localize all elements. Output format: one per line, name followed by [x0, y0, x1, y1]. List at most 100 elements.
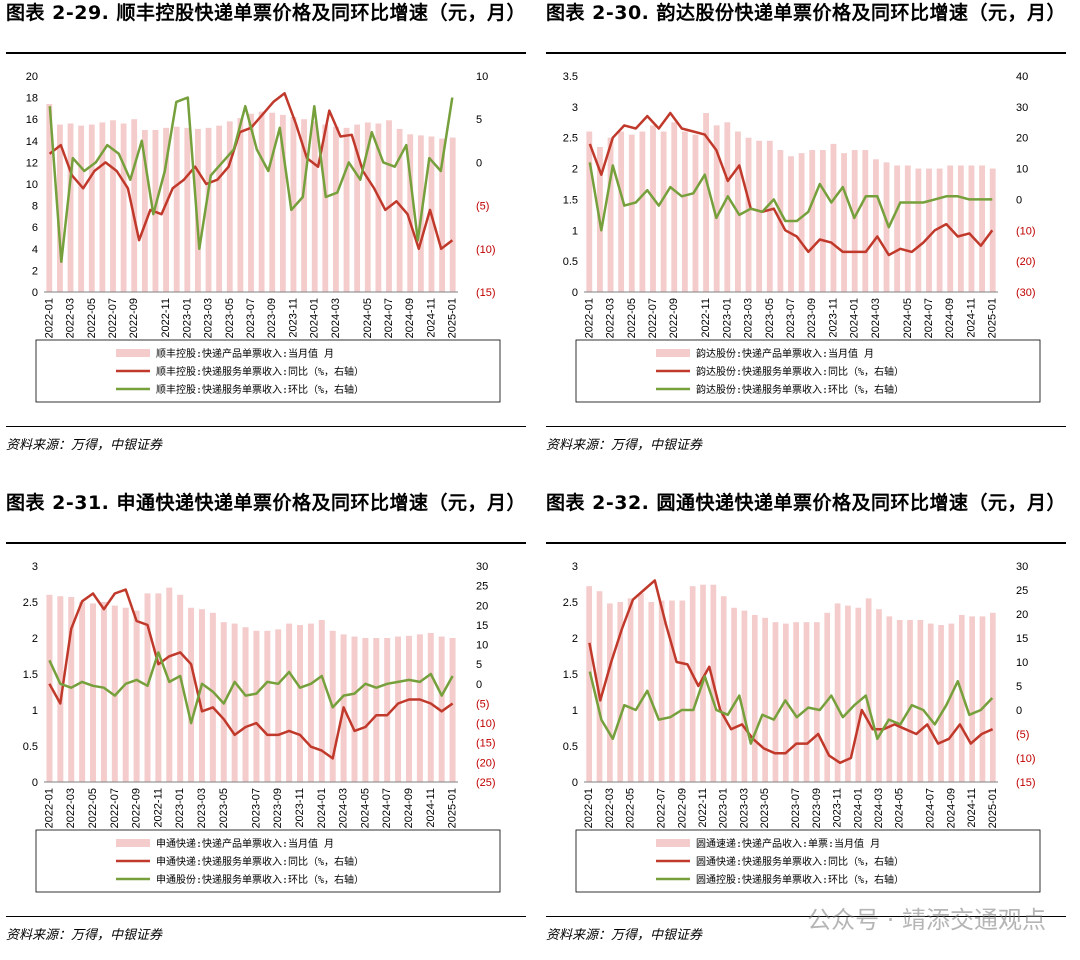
bar	[692, 134, 699, 292]
right-axis-tick-label: (5)	[1016, 729, 1029, 741]
bar	[979, 616, 986, 782]
left-axis-tick-label: 1.5	[563, 669, 578, 681]
source-note: 资料来源：万得，中银证券	[6, 438, 163, 453]
bar	[745, 137, 752, 292]
x-tick-label: 2023-07	[790, 788, 802, 828]
x-tick-label: 2024-07	[381, 788, 393, 828]
left-axis-tick-label: 10	[26, 179, 38, 191]
x-tick-label: 2023-07	[785, 298, 797, 338]
x-tick-label: 2023-11	[827, 298, 839, 338]
right-axis-tick-label: 30	[1016, 561, 1028, 573]
legend-swatch-bar	[116, 349, 150, 357]
right-axis-tick-label: (20)	[1016, 256, 1036, 268]
right-axis-tick-label: (10)	[476, 718, 496, 730]
bar	[407, 134, 414, 292]
bar	[57, 124, 63, 292]
x-tick-label: 2024-09	[944, 298, 956, 338]
bar	[449, 638, 456, 782]
chart-panel-yto: 图表 2-32. 圆通快递快递单票价格及同环比增速（元，月） 0 0.5 1 1.5 2…	[546, 490, 1078, 960]
bar	[307, 623, 314, 782]
x-tick-label: 2024-07	[923, 298, 935, 338]
x-tick-label: 2024-03	[870, 298, 882, 338]
bar	[894, 165, 901, 292]
bar	[679, 600, 686, 782]
title-rule	[546, 542, 1066, 544]
right-axis-tick-label: (15)	[476, 738, 496, 750]
bar	[720, 596, 727, 782]
legend-label: 圆通控股:快递服务单票收入:环比（%，右轴）	[696, 873, 904, 886]
right-axis-tick-label: 15	[1016, 633, 1028, 645]
left-axis-tick-label: 0	[572, 287, 578, 299]
mom-series-line	[48, 96, 454, 264]
bar	[100, 602, 107, 782]
right-axis-tick-label: 25	[476, 581, 488, 593]
left-axis-tick-label: 20	[26, 71, 38, 83]
left-axis-tick-label: 3	[32, 561, 38, 573]
left-axis-tick-label: 0	[572, 777, 578, 789]
x-tick-label: 2022-05	[626, 298, 638, 338]
left-axis-tick-label: 2	[32, 633, 38, 645]
x-tick-label: 2022-01	[43, 788, 55, 828]
bar	[99, 122, 106, 292]
bar	[144, 593, 151, 782]
x-tick-label: 2023-11	[832, 788, 844, 828]
x-tick-label: 2023-03	[738, 788, 750, 828]
x-tick-label: 2022-11	[697, 788, 709, 828]
bar	[876, 609, 882, 782]
x-tick-label: 2024-11	[425, 298, 437, 338]
bar	[638, 593, 644, 782]
bar	[373, 638, 380, 782]
x-tick-label: 2022-09	[668, 298, 680, 338]
right-axis-tick-label: 0	[476, 679, 482, 691]
right-axis-tick-label: 15	[476, 620, 488, 632]
x-tick-label: 2024-05	[359, 788, 371, 828]
x-tick-label: 2022-03	[604, 788, 616, 828]
left-axis-tick-label: 1.5	[563, 194, 578, 206]
right-axis-tick-label: 0	[1016, 194, 1022, 206]
right-axis-tick-label: (10)	[1016, 225, 1036, 237]
bar	[819, 150, 826, 292]
x-tick-label: 2024-01	[852, 788, 864, 828]
x-tick-label: 2023-11	[287, 298, 299, 338]
chart-svg-yunda: 0 0.5 1 1.5 2 2.5 3 3.5 (30) (20) (10) 0 10 20 30 40 202…	[563, 71, 1041, 403]
bar	[290, 117, 297, 292]
right-axis-tick-label: 10	[1016, 164, 1028, 176]
x-tick-label: 2022-05	[87, 788, 99, 828]
right-axis-tick-label: (10)	[1016, 753, 1036, 765]
x-tick-label: 2024-09	[945, 788, 957, 828]
x-tick-label: 2023-09	[811, 788, 823, 828]
yoy-series-line	[588, 111, 994, 257]
bar	[242, 627, 249, 782]
bar	[253, 630, 260, 782]
x-tick-label: 2023-07	[245, 298, 257, 338]
source-rule	[6, 426, 526, 427]
bar	[915, 168, 922, 292]
left-axis-tick-label: 12	[26, 157, 38, 169]
bar	[772, 622, 779, 782]
bar	[798, 153, 805, 292]
legend-box	[575, 339, 1041, 403]
bar	[155, 593, 162, 782]
mom-series-line	[588, 671, 994, 745]
bar	[375, 123, 382, 292]
right-axis-tick-label: 25	[1016, 585, 1028, 597]
chart-title: 图表 2-30. 韵达股份快递单票价格及同环比增速（元，月）	[546, 2, 1066, 24]
x-tick-label: 2023-05	[759, 788, 771, 828]
right-axis-tick-label: (30)	[1016, 287, 1036, 299]
x-tick-label: 2025-01	[447, 788, 459, 828]
x-tick-label: 2022-09	[676, 788, 688, 828]
x-tick-label: 2024-11	[965, 298, 977, 338]
bar	[713, 125, 720, 292]
x-tick-label: 2024-05	[362, 298, 374, 338]
bar	[405, 635, 412, 782]
bar	[904, 165, 911, 292]
x-tick-label: 2022-05	[625, 788, 637, 828]
bar	[120, 123, 127, 292]
mom-series-line	[588, 162, 993, 232]
bar	[205, 127, 212, 292]
legend-box	[35, 829, 501, 893]
x-tick-label: 2022-07	[107, 298, 119, 338]
source-rule	[546, 426, 1066, 427]
legend-label: 韵达股份:快递产品单票收入:当月值 月	[696, 347, 874, 360]
right-axis-tick-label: (25)	[476, 777, 496, 789]
